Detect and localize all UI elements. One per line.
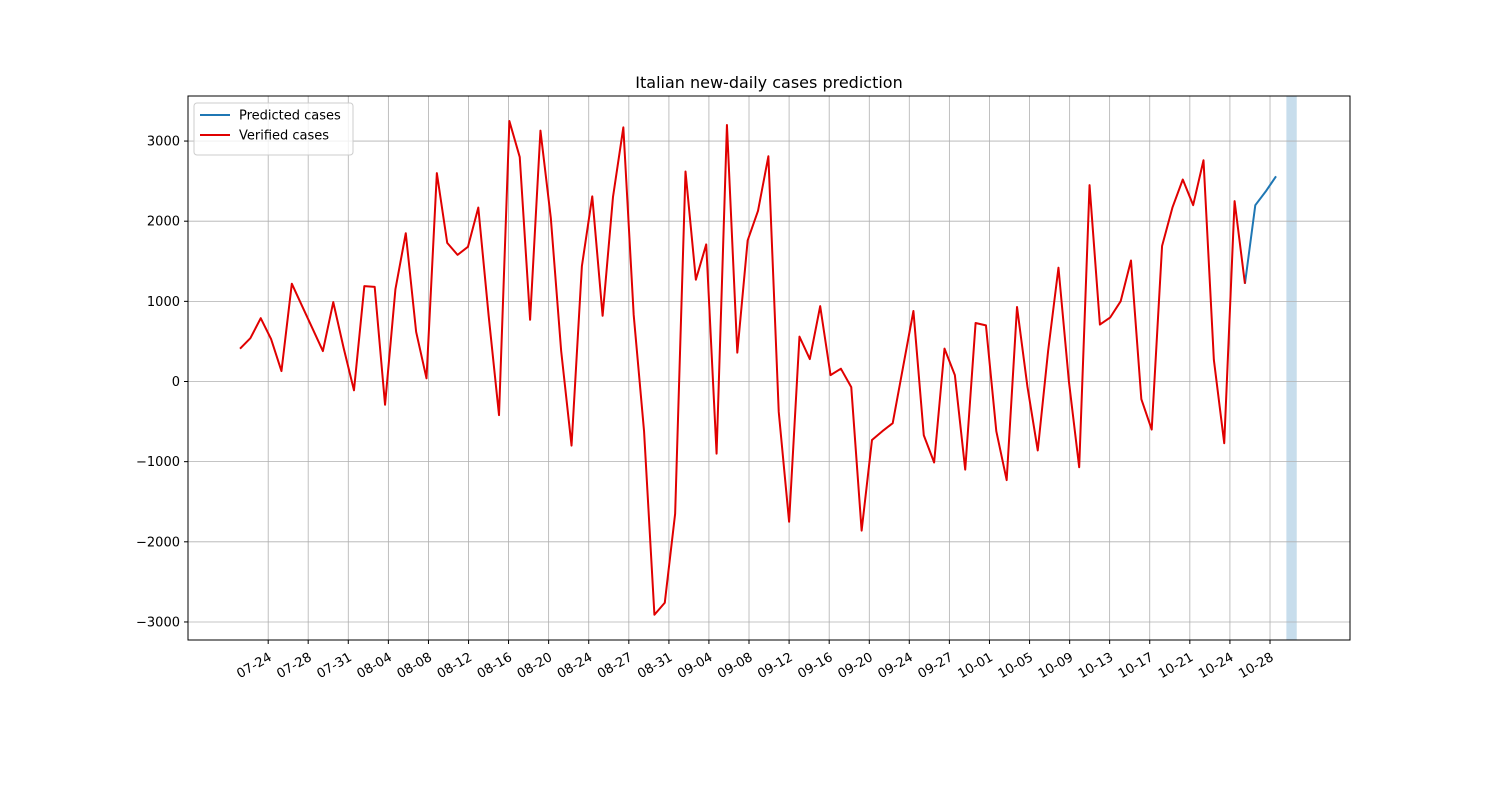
y-tick-label: 0 bbox=[172, 375, 180, 390]
y-tick-label: 2000 bbox=[147, 215, 180, 230]
highlight-span bbox=[1286, 96, 1297, 640]
x-tick-label: 10-01 bbox=[956, 650, 996, 682]
y-tick-label: 1000 bbox=[147, 295, 180, 310]
x-tick-label: 08-12 bbox=[435, 650, 475, 682]
series-line bbox=[239, 120, 1246, 616]
x-tick-label: 10-17 bbox=[1116, 650, 1156, 682]
x-tick-label: 07-28 bbox=[274, 650, 314, 682]
plot-frame bbox=[187, 95, 1351, 641]
y-tick-label: −2000 bbox=[136, 535, 180, 550]
legend-box bbox=[193, 102, 354, 156]
series-line bbox=[1243, 175, 1277, 284]
y-tick-label: −3000 bbox=[136, 615, 180, 630]
x-tick-label: 09-20 bbox=[835, 650, 875, 682]
x-tick-label: 09-04 bbox=[675, 650, 715, 682]
x-tick-label: 08-20 bbox=[515, 650, 555, 682]
y-tick-label: −1000 bbox=[136, 455, 180, 470]
legend-label: Predicted cases bbox=[239, 109, 341, 124]
x-tick-label: 09-08 bbox=[715, 650, 755, 682]
x-tick-label: 08-24 bbox=[555, 650, 595, 682]
x-tick-label: 09-12 bbox=[755, 650, 795, 682]
x-tick-label: 10-28 bbox=[1236, 650, 1276, 682]
x-tick-label: 10-21 bbox=[1156, 650, 1196, 682]
x-tick-label: 08-08 bbox=[395, 650, 435, 682]
x-tick-label: 10-09 bbox=[1036, 650, 1076, 682]
x-tick-label: 09-24 bbox=[875, 650, 915, 682]
x-tick-label: 07-24 bbox=[234, 650, 274, 682]
y-tick-label: 3000 bbox=[147, 135, 180, 150]
x-tick-label: 10-05 bbox=[996, 650, 1036, 682]
x-tick-label: 07-31 bbox=[314, 650, 354, 682]
x-tick-label: 08-04 bbox=[355, 650, 395, 682]
x-tick-label: 08-31 bbox=[635, 650, 675, 682]
x-tick-label: 10-24 bbox=[1196, 650, 1236, 682]
x-tick-label: 08-27 bbox=[595, 650, 635, 682]
x-tick-label: 09-16 bbox=[795, 650, 835, 682]
x-tick-label: 09-27 bbox=[916, 650, 956, 682]
x-tick-label: 08-16 bbox=[475, 650, 515, 682]
chart-title: Italian new-daily cases prediction bbox=[635, 73, 902, 92]
legend-label: Verified cases bbox=[239, 129, 329, 144]
x-tick-label: 10-13 bbox=[1076, 650, 1116, 682]
